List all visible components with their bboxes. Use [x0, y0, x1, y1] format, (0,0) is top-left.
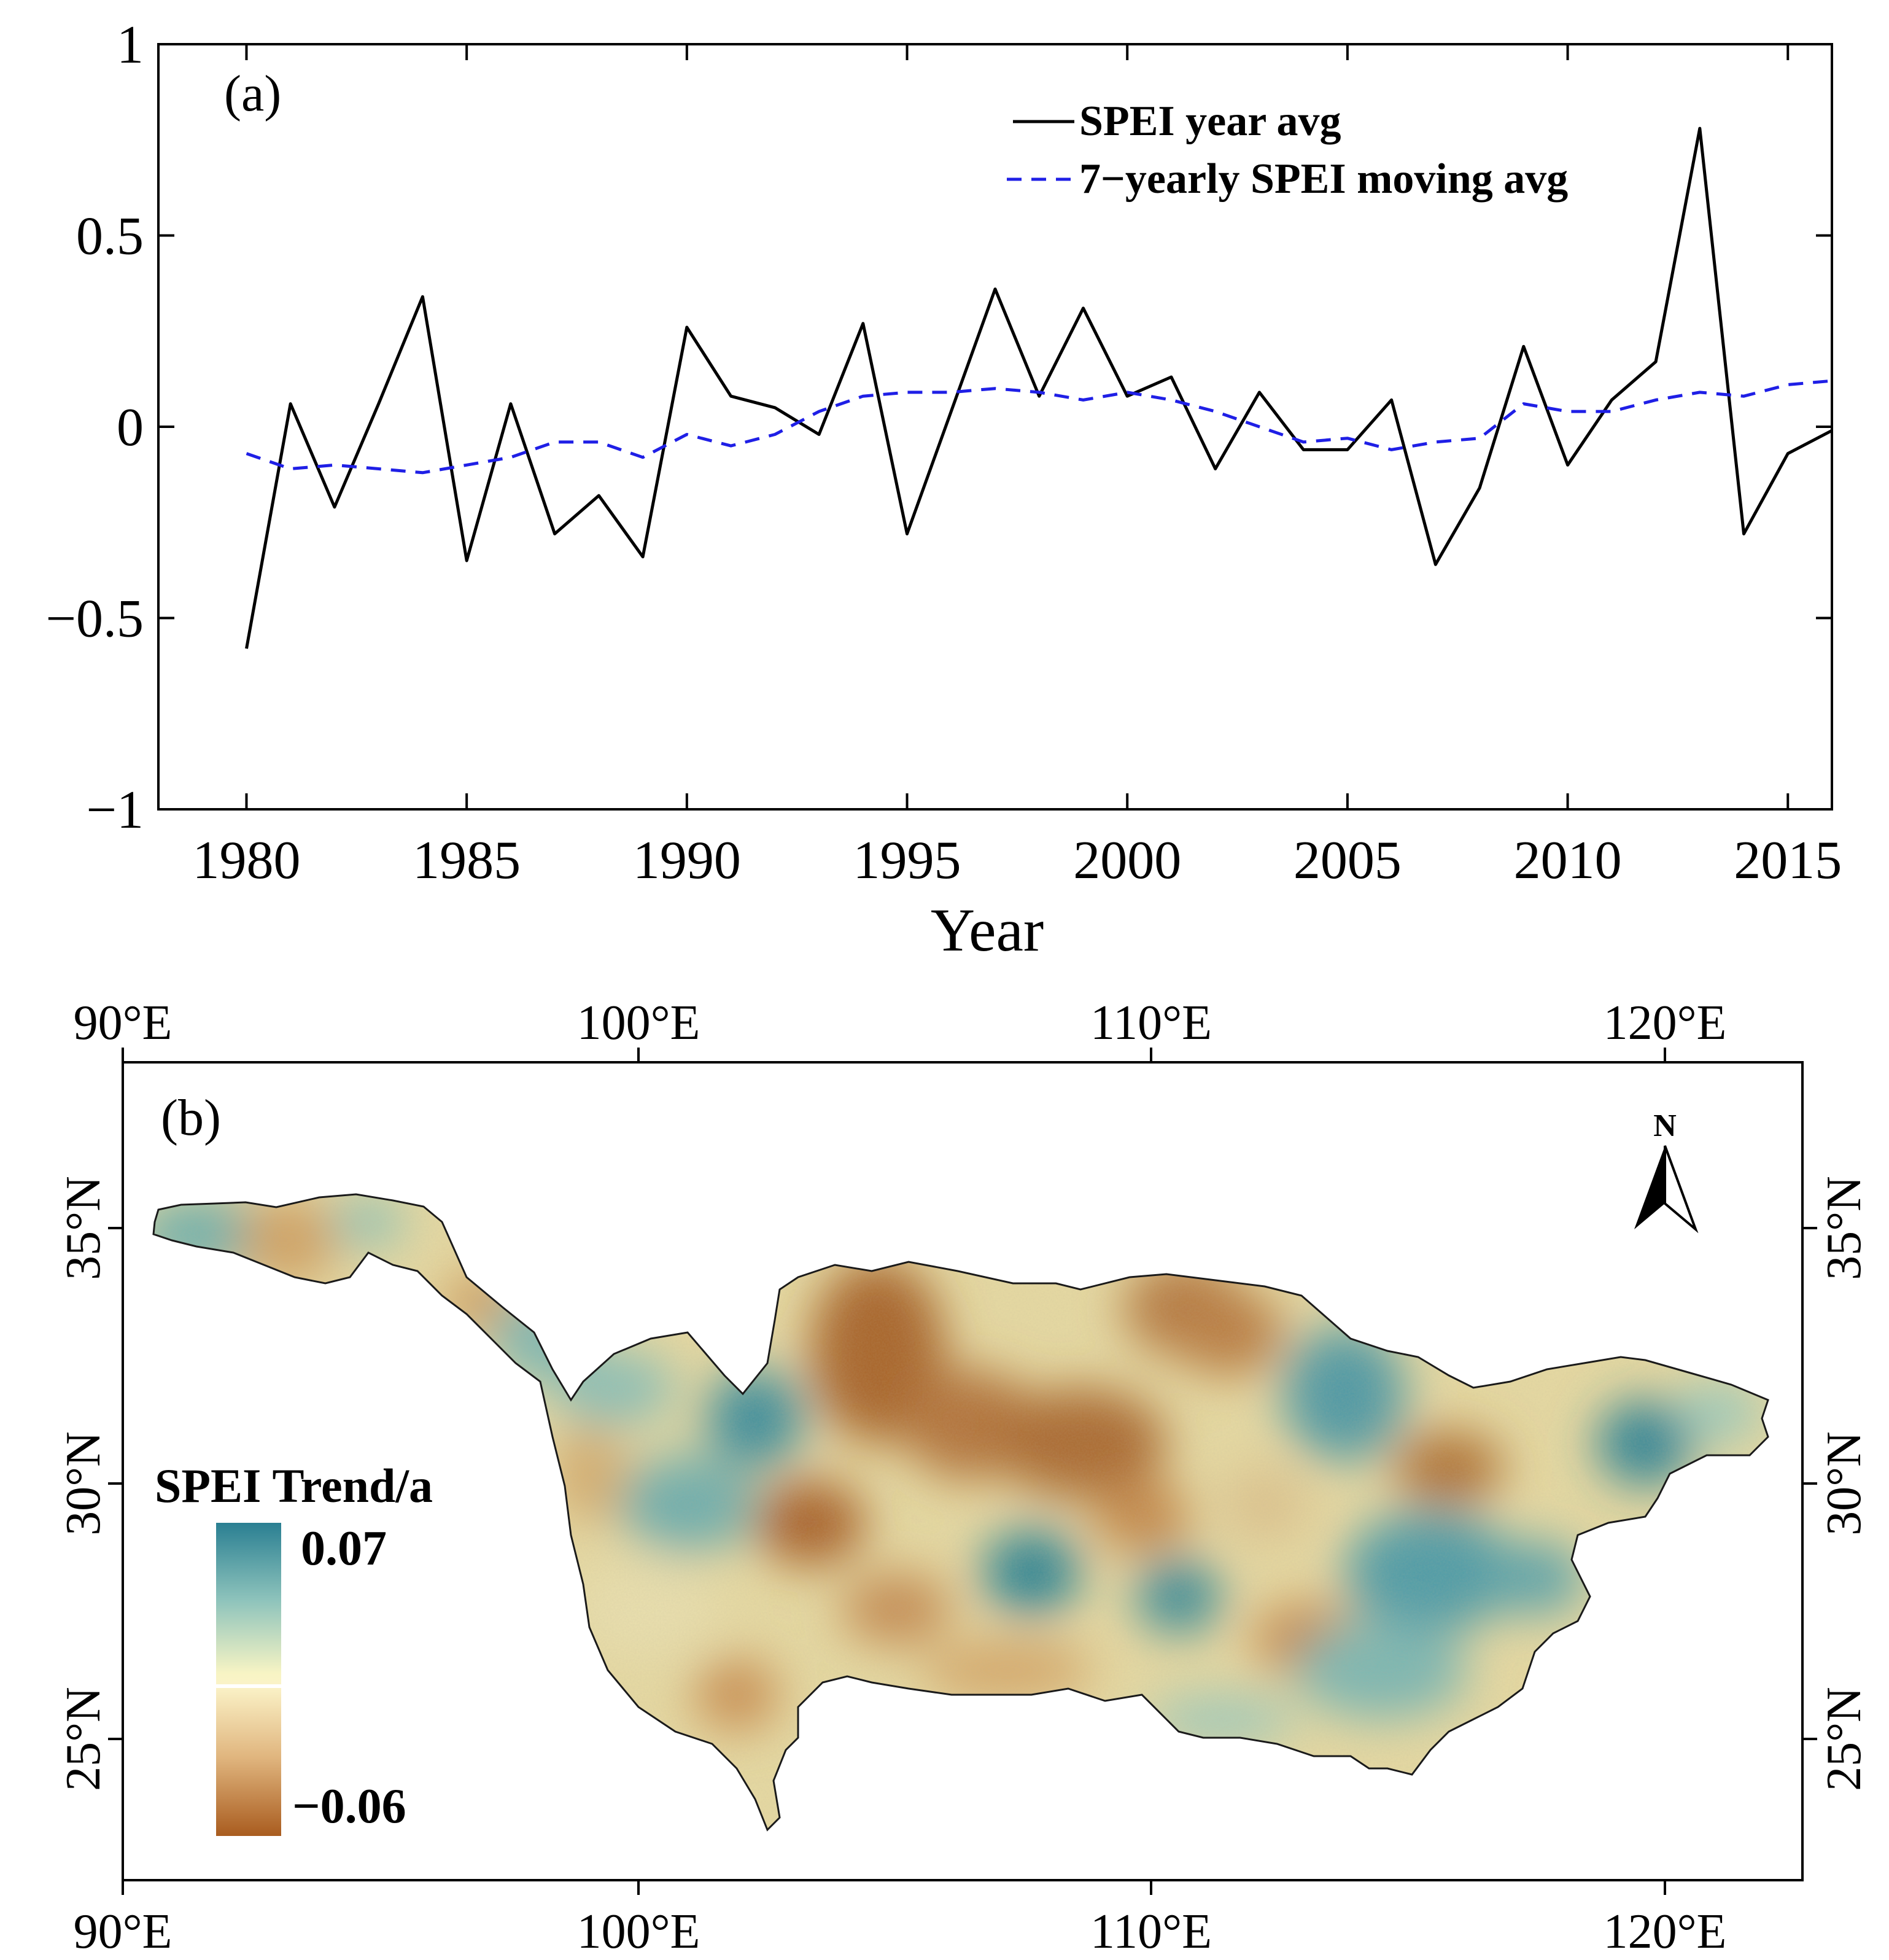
top-axis-label-120e: 120°E — [1604, 996, 1727, 1050]
x-tick-label: 1990 — [633, 831, 741, 890]
legend-label-moving-avg: 7−yearly SPEI moving avg — [1079, 155, 1568, 203]
x-tick-label: 2000 — [1073, 831, 1181, 890]
legend: SPEI year avg 7−yearly SPEI moving avg — [1007, 98, 1568, 203]
x-tick-label: 1995 — [853, 831, 961, 890]
y-tick-label: 0.5 — [76, 207, 144, 266]
panel-a-label: (a) — [224, 65, 281, 122]
colorbar-title: SPEI Trend/a — [155, 1459, 433, 1512]
colorbar-min-label: −0.06 — [292, 1779, 406, 1834]
panel-b-label: (b) — [161, 1089, 221, 1146]
top-axis-label-100e: 100°E — [577, 996, 700, 1050]
series-line-spei-year-avg — [245, 126, 1833, 649]
left-axis-label-35n: 35°N — [56, 1176, 111, 1280]
north-arrow: N — [1634, 1108, 1699, 1234]
x-tick-label: 1985 — [413, 831, 521, 890]
x-tick-label: 1980 — [192, 831, 300, 890]
colorbar: SPEI Trend/a 0.07 −0.06 — [155, 1459, 433, 1836]
right-axis-label-30n: 30°N — [1817, 1431, 1871, 1536]
legend-label-spei-year-avg: SPEI year avg — [1079, 98, 1341, 145]
colorbar-max-label: 0.07 — [301, 1522, 387, 1576]
panel-a-line-chart: 1 0.5 0 −0.5 −1 1980 1985 1990 1995 2000 2005 2010… — [45, 15, 1842, 964]
spei-trend-raster — [153, 1194, 1768, 1830]
right-axis-label-25n: 25°N — [1817, 1687, 1871, 1791]
bottom-axis-label-100e: 100°E — [577, 1905, 700, 1959]
x-tick-label: 2005 — [1294, 831, 1402, 890]
y-tick-label: −0.5 — [45, 589, 144, 649]
y-tick-label: 0 — [117, 398, 144, 457]
x-tick-label: 2010 — [1514, 831, 1622, 890]
north-arrow-icon — [1634, 1146, 1665, 1229]
colorbar-ramp — [216, 1523, 281, 1836]
plot-a-frame — [157, 43, 1833, 811]
left-axis-label-25n: 25°N — [56, 1687, 111, 1791]
y-tick-label: −1 — [86, 780, 144, 840]
top-axis-label-90e: 90°E — [74, 996, 173, 1050]
top-axis-label-110e: 110°E — [1090, 996, 1212, 1050]
x-axis-title: Year — [931, 896, 1044, 964]
y-tick-label: 1 — [117, 15, 144, 75]
bottom-axis-label-110e: 110°E — [1090, 1905, 1212, 1959]
map-frame — [122, 1061, 1804, 1881]
north-arrow-label: N — [1653, 1108, 1677, 1143]
left-axis-label-30n: 30°N — [56, 1431, 111, 1536]
bottom-axis-label-90e: 90°E — [74, 1905, 173, 1959]
series-line-moving-avg — [246, 379, 1833, 475]
map-frame-ticks — [108, 1048, 1817, 1895]
right-axis-label-35n: 35°N — [1817, 1176, 1871, 1280]
x-tick-label: 2015 — [1734, 831, 1842, 890]
bottom-axis-label-120e: 120°E — [1604, 1905, 1727, 1959]
panel-b-map: 90°E 100°E 110°E 120°E 90°E 100°E 110°E … — [56, 996, 1871, 1959]
